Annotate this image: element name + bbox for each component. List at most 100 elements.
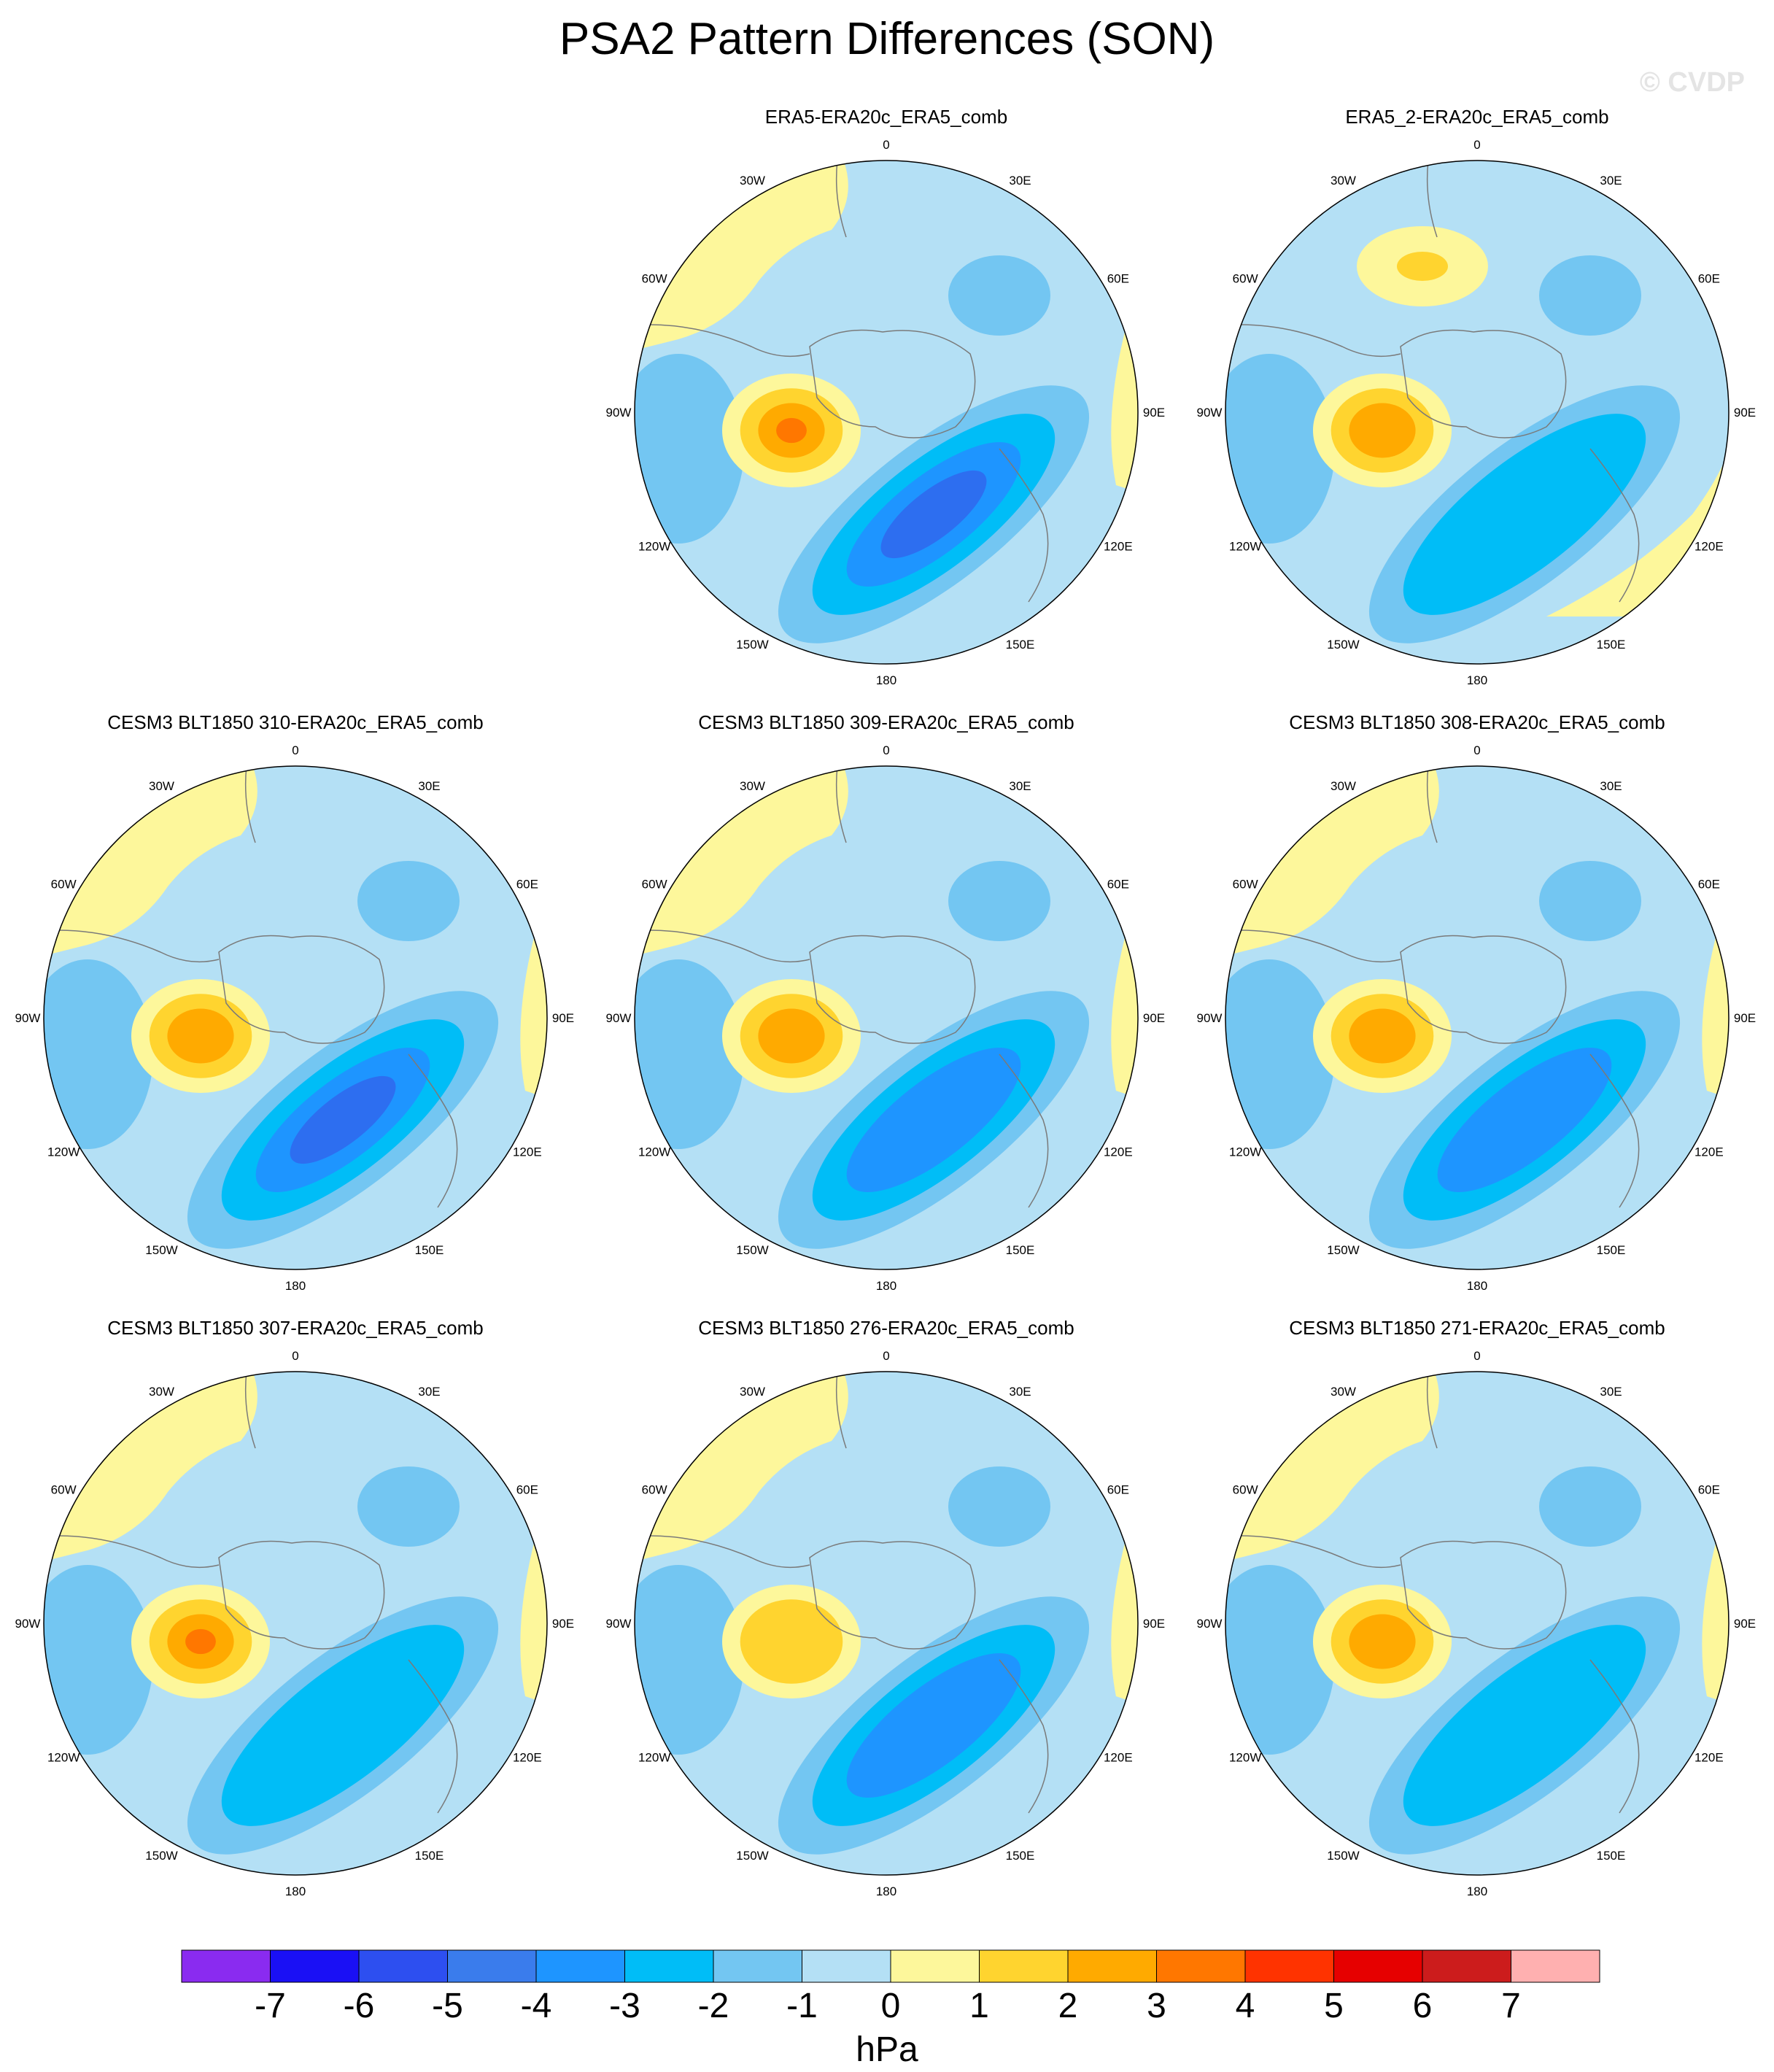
- colorbar-box: [1422, 1949, 1511, 1983]
- lon-label: 60E: [1698, 878, 1720, 892]
- lon-label: 120W: [47, 1145, 80, 1159]
- lon-label: 150E: [1006, 638, 1035, 652]
- colorbar-tick-label: 3: [1147, 1987, 1166, 2025]
- lon-label: 60W: [51, 878, 77, 892]
- lon-label: 90E: [1143, 1617, 1165, 1631]
- lon-label: 150E: [1006, 1849, 1035, 1863]
- lon-label: 30E: [418, 779, 440, 793]
- lon-label: 90E: [1143, 1011, 1165, 1025]
- lon-label: 180: [876, 673, 896, 687]
- lon-label: 180: [1467, 673, 1487, 687]
- lon-label: 150E: [1006, 1243, 1035, 1257]
- polar-map: 0 30E 60E 90E 120E 150E 180 150W 120W 90W 60W 30W: [606, 138, 1166, 687]
- lon-label: 120E: [1104, 540, 1133, 554]
- lon-label: 180: [285, 1884, 306, 1898]
- lon-label: 60W: [51, 1483, 77, 1497]
- colorbar-box: [1511, 1949, 1600, 1983]
- lon-label: 150W: [1327, 1243, 1359, 1257]
- lon-label: 150E: [415, 1849, 444, 1863]
- lon-label: 60E: [1107, 878, 1129, 892]
- lon-label: 0: [1473, 743, 1480, 757]
- lon-label: 120W: [47, 1751, 80, 1765]
- lon-label: 0: [1473, 1349, 1480, 1363]
- panel-title: CESM3 BLT1850 309-ERA20c_ERA5_comb: [698, 711, 1074, 733]
- page-title: PSA2 Pattern Differences (SON): [559, 14, 1215, 64]
- colorbar-box: [535, 1949, 625, 1983]
- lon-label: 30W: [149, 779, 174, 793]
- lon-label: 150E: [1597, 638, 1626, 652]
- map-panel: CESM3 BLT1850 309-ERA20c_ERA5_comb 0 30E 60…: [591, 711, 1182, 1310]
- colorbar-box: [802, 1949, 891, 1983]
- lon-label: 90W: [15, 1617, 41, 1631]
- lon-label: 0: [292, 743, 298, 757]
- colorbar-box: [713, 1949, 802, 1983]
- colorbar-box: [1244, 1949, 1334, 1983]
- lon-label: 30W: [740, 174, 765, 188]
- lon-label: 30E: [1600, 174, 1622, 188]
- colorbar-box: [270, 1949, 360, 1983]
- lon-label: 120W: [638, 540, 670, 554]
- lon-label: 60E: [1698, 272, 1720, 286]
- lon-label: 30E: [1009, 779, 1031, 793]
- panel-title: CESM3 BLT1850 276-ERA20c_ERA5_comb: [698, 1317, 1074, 1339]
- colorbar-tick-label: -4: [520, 1987, 552, 2025]
- panel-title: CESM3 BLT1850 308-ERA20c_ERA5_comb: [1289, 711, 1665, 733]
- lon-label: 180: [1467, 1279, 1487, 1293]
- lon-label: 150E: [1597, 1849, 1626, 1863]
- map-panel: ERA5_2-ERA20c_ERA5_comb 0 30E 60E 90E 120E 150…: [1182, 106, 1773, 704]
- lon-label: 120E: [1694, 1145, 1724, 1159]
- lon-label: 60E: [1698, 1483, 1720, 1497]
- lon-label: 30W: [1330, 779, 1356, 793]
- colorbar-tick-label: 4: [1235, 1987, 1255, 2025]
- lon-label: 30W: [1330, 1385, 1356, 1399]
- lon-label: 120E: [1104, 1751, 1133, 1765]
- lon-label: 120E: [1104, 1145, 1133, 1159]
- colorbar-box: [1067, 1949, 1157, 1983]
- colorbar-tick-label: -2: [697, 1987, 729, 2025]
- colorbar-box: [447, 1949, 537, 1983]
- lon-label: 150E: [415, 1243, 444, 1257]
- polar-map: 0 30E 60E 90E 120E 150E 180 150W 120W 90W 60W 30W: [1197, 743, 1756, 1293]
- lon-label: 90W: [1197, 1011, 1223, 1025]
- lon-label: 90W: [606, 1617, 632, 1631]
- lon-label: 150W: [145, 1243, 177, 1257]
- lon-label: 60W: [1233, 1483, 1258, 1497]
- lon-label: 90E: [1143, 406, 1165, 420]
- lon-label: 120W: [1229, 1751, 1261, 1765]
- lon-label: 150E: [1597, 1243, 1626, 1257]
- lon-label: 60E: [516, 1483, 538, 1497]
- lon-label: 180: [1467, 1884, 1487, 1898]
- lon-label: 0: [883, 743, 889, 757]
- panel-title: ERA5_2-ERA20c_ERA5_comb: [1345, 106, 1609, 128]
- lon-label: 150W: [1327, 1849, 1359, 1863]
- polar-map: 0 30E 60E 90E 120E 150E 180 150W 120W 90W 60W 30W: [606, 1349, 1166, 1898]
- lon-label: 30W: [149, 1385, 174, 1399]
- map-panel: CESM3 BLT1850 276-ERA20c_ERA5_comb 0 30E 60…: [591, 1317, 1182, 1915]
- lon-label: 120W: [1229, 1145, 1261, 1159]
- lon-label: 30E: [1009, 174, 1031, 188]
- lon-label: 60W: [642, 878, 667, 892]
- lon-label: 120W: [638, 1751, 670, 1765]
- colorbar-tick-label: -6: [343, 1987, 375, 2025]
- lon-label: 90E: [552, 1617, 574, 1631]
- lon-label: 60W: [642, 1483, 667, 1497]
- polar-map: 0 30E 60E 90E 120E 150E 180 150W 120W 90W 60W 30W: [606, 743, 1166, 1293]
- lon-label: 120W: [638, 1145, 670, 1159]
- lon-label: 150W: [145, 1849, 177, 1863]
- panel-title: CESM3 BLT1850 310-ERA20c_ERA5_comb: [107, 711, 484, 733]
- panel-title: CESM3 BLT1850 307-ERA20c_ERA5_comb: [107, 1317, 484, 1339]
- lon-label: 90E: [552, 1011, 574, 1025]
- watermark: © CVDP: [1639, 67, 1745, 98]
- lon-label: 30E: [1600, 1385, 1622, 1399]
- polar-map: 0 30E 60E 90E 120E 150E 180 150W 120W 90W 60W 30W: [1197, 1349, 1756, 1898]
- lon-label: 60W: [1233, 272, 1258, 286]
- lon-label: 60E: [1107, 1483, 1129, 1497]
- lon-label: 90W: [15, 1011, 41, 1025]
- panel-title: ERA5-ERA20c_ERA5_comb: [764, 106, 1008, 128]
- lon-label: 150W: [736, 1243, 768, 1257]
- lon-label: 120E: [1694, 1751, 1724, 1765]
- lon-label: 150W: [736, 638, 768, 652]
- colorbar: [181, 1949, 1600, 1987]
- colorbar-box: [358, 1949, 448, 1983]
- lon-label: 60E: [516, 878, 538, 892]
